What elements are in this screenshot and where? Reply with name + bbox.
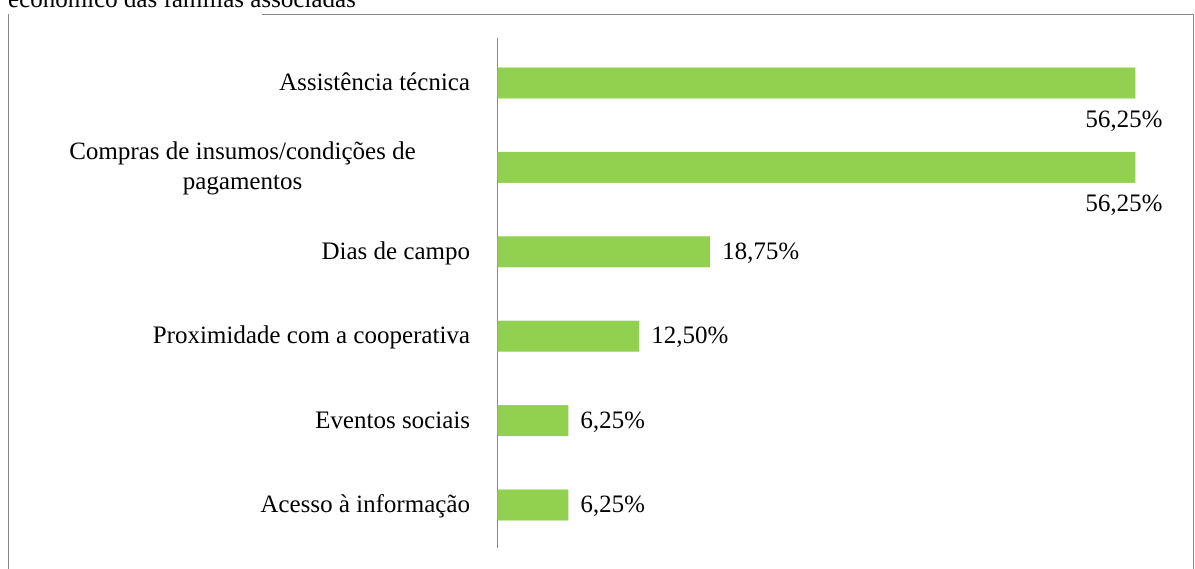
data-label: 6,25% <box>580 406 645 434</box>
y-tick-label: Dias de campo <box>321 237 470 265</box>
bar <box>497 236 711 268</box>
data-label: 12,50% <box>651 322 729 350</box>
data-label: 56,25% <box>1085 190 1163 218</box>
frame <box>8 14 1194 569</box>
bar <box>497 67 1136 99</box>
data-label: 18,75% <box>722 237 800 265</box>
data-label: 6,25% <box>580 491 645 518</box>
bar <box>497 489 569 521</box>
data-label: 56,25% <box>1085 106 1163 133</box>
y-tick-label: Eventos sociais <box>315 406 470 434</box>
bar <box>497 320 640 352</box>
bar <box>497 151 1136 183</box>
chart-title: econômico das famílias associadas <box>8 0 356 13</box>
bar <box>497 405 569 437</box>
y-tick-label: Acesso à informação <box>260 491 470 518</box>
y-tick-label: Compras de insumos/condições de pagament… <box>69 138 416 196</box>
y-tick-label: Assistência técnica <box>279 69 470 96</box>
y-tick-label: Proximidade com a cooperativa <box>152 322 470 350</box>
